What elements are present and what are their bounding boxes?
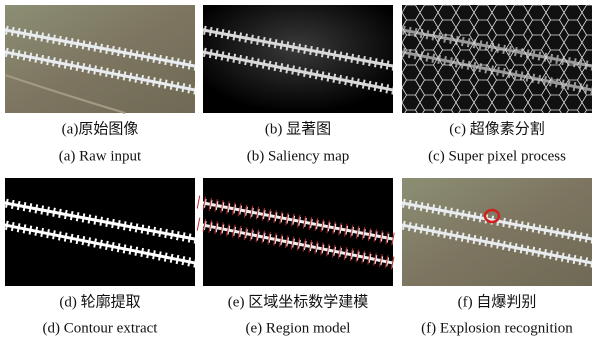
caption-cn: (e) 区域坐标数学建模 [228, 293, 368, 310]
panel-saliency [198, 5, 398, 113]
caption-cn: (f) 自爆判别 [458, 293, 537, 310]
panel-explosion [397, 178, 597, 286]
caption-en: (b) Saliency map [247, 148, 349, 164]
caption-cn: (d) 轮廓提取 [59, 293, 140, 310]
caption-cn: (c) 超像素分割 [449, 120, 544, 137]
caption-en: (d) Contour extract [43, 320, 159, 336]
figure: (a)原始图像 (a) Raw input (b) 显著图 (b) Saliency … [0, 0, 598, 343]
caption-cn: (a)原始图像 [62, 120, 139, 137]
panel-raw [0, 5, 200, 113]
panel-contour [0, 178, 200, 286]
caption-en: (e) Region model [246, 320, 351, 336]
caption-en: (f) Explosion recognition [421, 320, 573, 336]
caption-en: (c) Super pixel process [428, 148, 566, 164]
panel-superpixel [397, 5, 597, 113]
caption-cn: (b) 显著图 [265, 120, 331, 137]
panel-region [198, 178, 398, 286]
caption-en: (a) Raw input [59, 148, 142, 164]
